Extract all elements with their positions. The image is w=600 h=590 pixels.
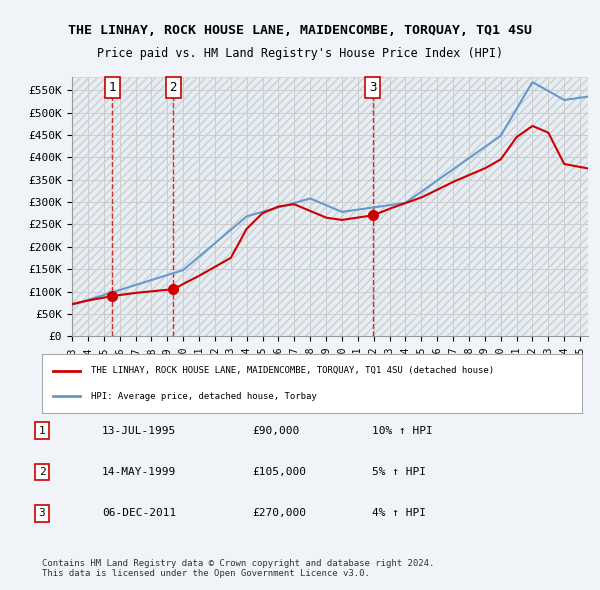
Text: £105,000: £105,000 xyxy=(252,467,306,477)
Text: 5% ↑ HPI: 5% ↑ HPI xyxy=(372,467,426,477)
Text: HPI: Average price, detached house, Torbay: HPI: Average price, detached house, Torb… xyxy=(91,392,316,401)
Text: 14-MAY-1999: 14-MAY-1999 xyxy=(102,467,176,477)
Text: 13-JUL-1995: 13-JUL-1995 xyxy=(102,426,176,435)
Text: £90,000: £90,000 xyxy=(252,426,299,435)
Text: 06-DEC-2011: 06-DEC-2011 xyxy=(102,509,176,518)
Text: 2: 2 xyxy=(38,467,46,477)
Text: Contains HM Land Registry data © Crown copyright and database right 2024.
This d: Contains HM Land Registry data © Crown c… xyxy=(42,559,434,578)
Text: 2: 2 xyxy=(169,81,177,94)
Text: 1: 1 xyxy=(38,426,46,435)
Text: 1: 1 xyxy=(109,81,116,94)
Text: Price paid vs. HM Land Registry's House Price Index (HPI): Price paid vs. HM Land Registry's House … xyxy=(97,47,503,60)
Text: THE LINHAY, ROCK HOUSE LANE, MAIDENCOMBE, TORQUAY, TQ1 4SU: THE LINHAY, ROCK HOUSE LANE, MAIDENCOMBE… xyxy=(68,24,532,37)
Text: 3: 3 xyxy=(38,509,46,518)
Text: 3: 3 xyxy=(369,81,376,94)
Text: £270,000: £270,000 xyxy=(252,509,306,518)
Text: 10% ↑ HPI: 10% ↑ HPI xyxy=(372,426,433,435)
Text: 4% ↑ HPI: 4% ↑ HPI xyxy=(372,509,426,518)
Text: THE LINHAY, ROCK HOUSE LANE, MAIDENCOMBE, TORQUAY, TQ1 4SU (detached house): THE LINHAY, ROCK HOUSE LANE, MAIDENCOMBE… xyxy=(91,366,494,375)
